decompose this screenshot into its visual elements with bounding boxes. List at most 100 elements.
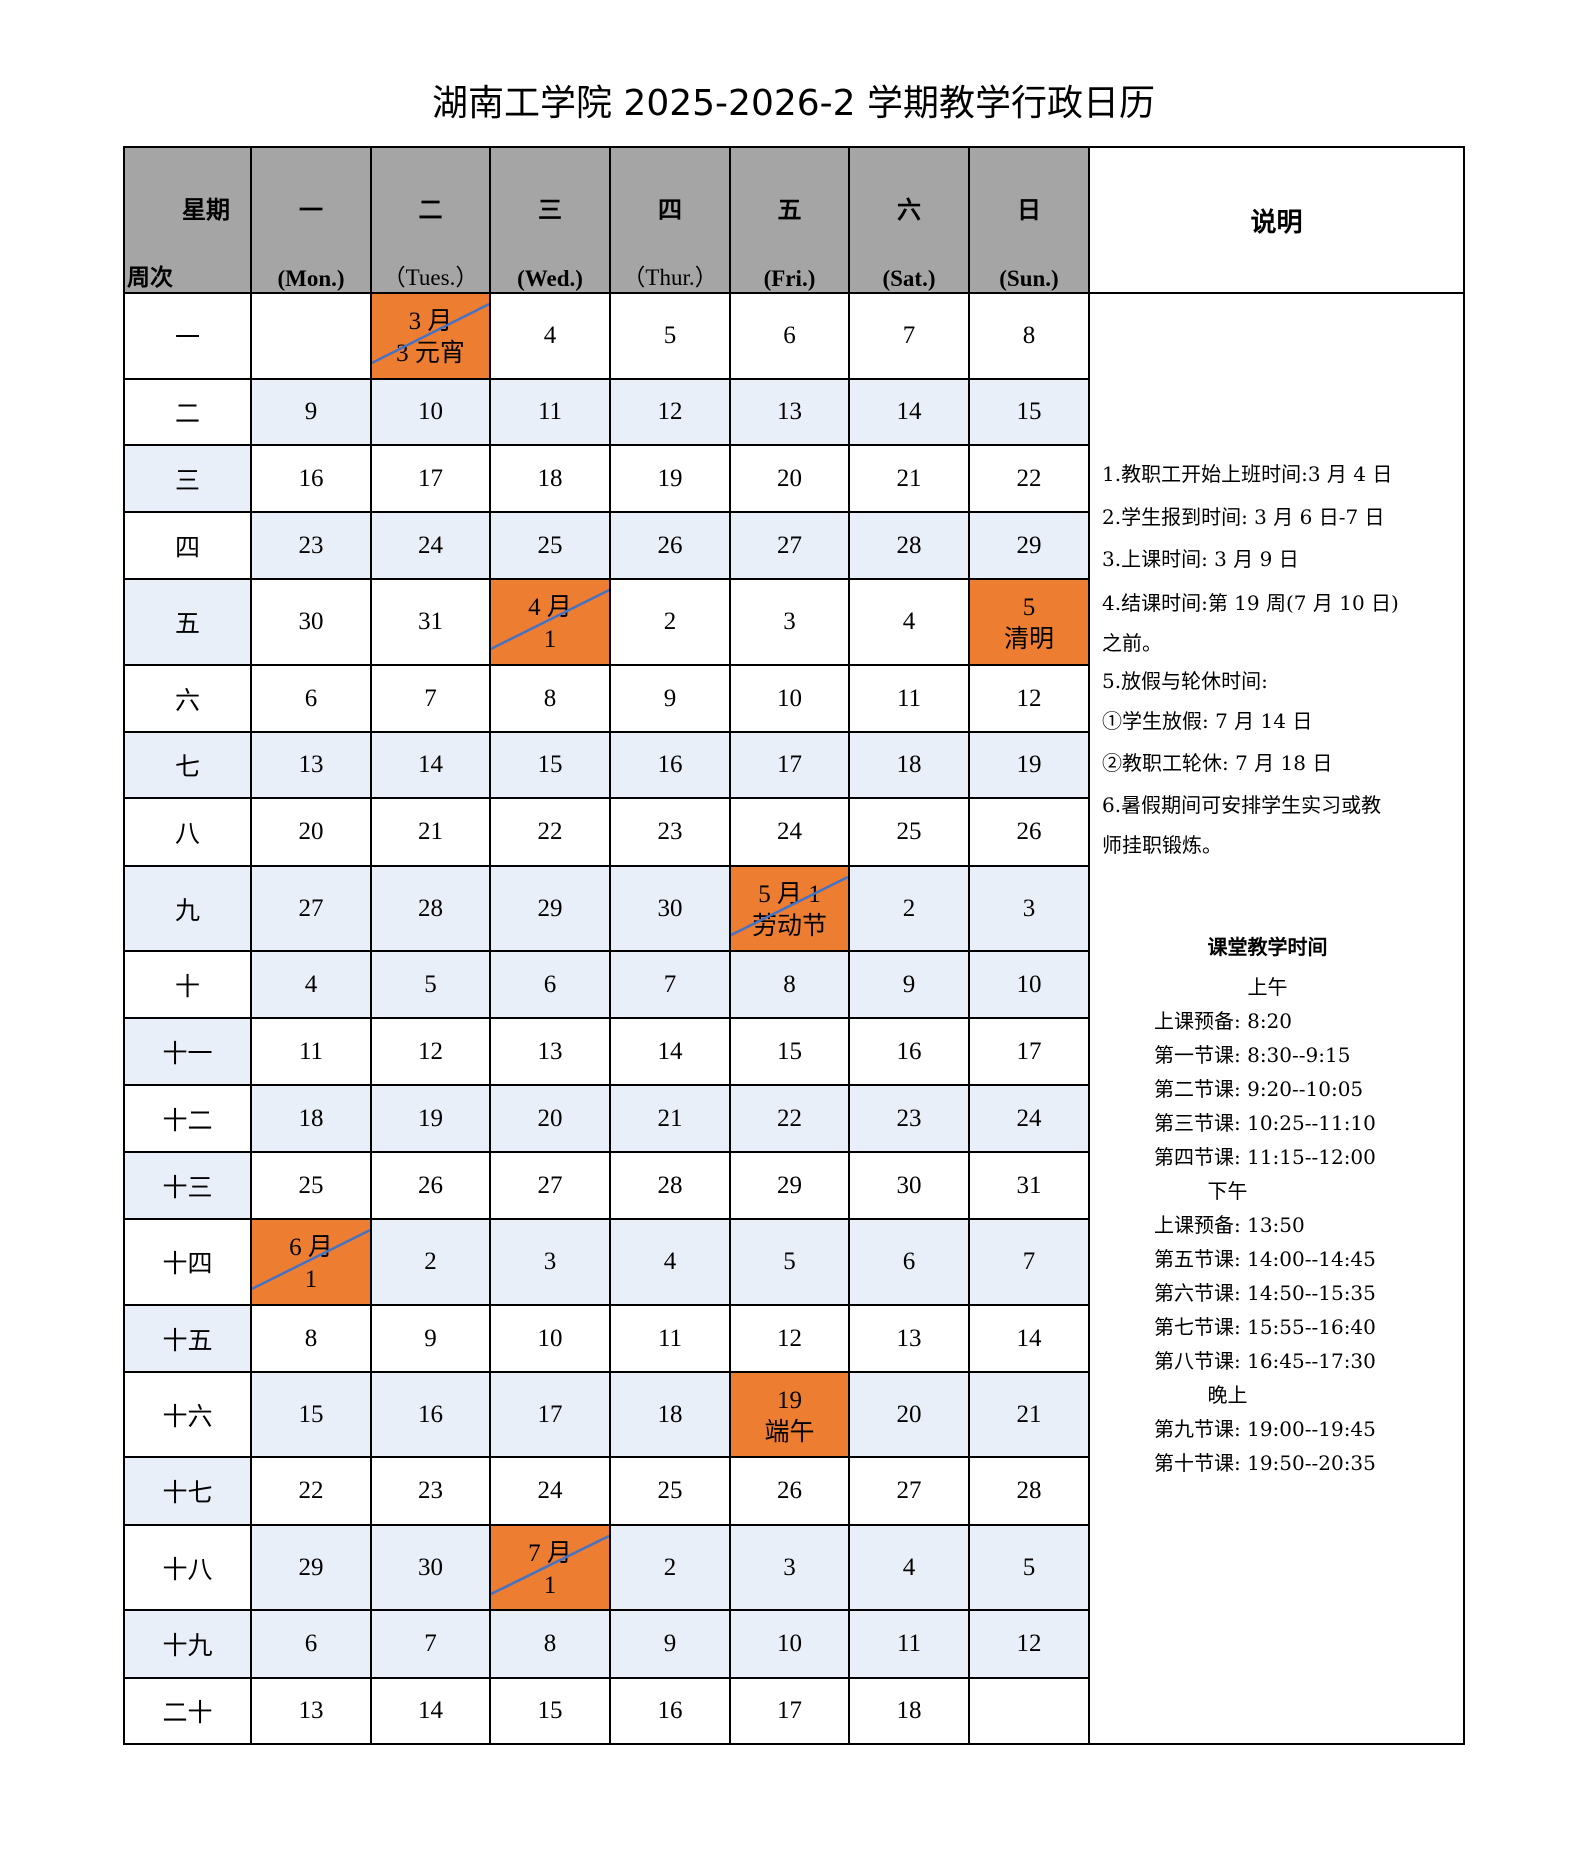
cell-bottom-text: 1 <box>543 626 557 653</box>
week-row: 三 16 17 18 19 20 21 22 <box>123 444 1464 513</box>
date-cell: 29 <box>250 1524 372 1611</box>
week-row: 十七 22 23 24 25 26 27 28 <box>123 1456 1464 1526</box>
date-cell: 14 <box>370 731 491 799</box>
week-label: 五 <box>123 578 252 666</box>
schedule-item: 第八节课: 16:45--17:30 <box>1154 1349 1376 1373</box>
weekday-label: 星期 <box>182 198 230 224</box>
day-cn: 一 <box>299 198 323 224</box>
date-cell: 18 <box>609 1371 731 1458</box>
date-cell: 28 <box>609 1151 731 1220</box>
date-cell: 10 <box>729 1609 850 1679</box>
week-row: 十 4 5 6 7 8 9 10 <box>123 950 1464 1019</box>
date-cell: 9 <box>609 1609 731 1679</box>
schedule-item: 第六节课: 14:50--15:35 <box>1154 1281 1376 1305</box>
date-cell: 20 <box>729 444 850 513</box>
date-cell: 10 <box>729 664 850 733</box>
date-cell: 5 <box>729 1218 850 1306</box>
date-cell: 26 <box>370 1151 491 1220</box>
date-cell: 26 <box>729 1456 850 1526</box>
schedule-item: 上课预备: 8:20 <box>1154 1009 1293 1033</box>
date-cell: 8 <box>489 1609 611 1679</box>
date-cell: 17 <box>489 1371 611 1458</box>
note-line: 1.教职工开始上班时间:3 月 4 日 <box>1102 462 1393 486</box>
date-cell: 3 <box>729 1524 850 1611</box>
schedule-item: 第十节课: 19:50--20:35 <box>1154 1451 1376 1475</box>
date-cell: 31 <box>370 578 491 666</box>
date-cell: 29 <box>968 511 1090 580</box>
date-cell: 2 <box>609 1524 731 1611</box>
cell-bottom-text: 1 <box>304 1266 318 1293</box>
date-cell: 8 <box>250 1304 372 1373</box>
date-cell: 15 <box>250 1371 372 1458</box>
week-label: 六 <box>123 664 252 733</box>
schedule-item: 第九节课: 19:00--19:45 <box>1154 1417 1376 1441</box>
date-cell: 27 <box>250 865 372 952</box>
date-cell: 14 <box>370 1677 491 1745</box>
date-cell: 28 <box>848 511 970 580</box>
date-cell: 10 <box>968 950 1090 1019</box>
description-header: 说明 <box>1088 146 1465 294</box>
cell-bottom-text: 劳动节 <box>751 912 827 940</box>
diagonal-line <box>491 1526 609 1609</box>
date-cell: 13 <box>729 378 850 446</box>
date-cell: 17 <box>729 1677 850 1745</box>
date-cell: 22 <box>729 1084 850 1153</box>
week-row: 七 13 14 15 16 17 18 19 <box>123 731 1464 799</box>
date-cell: 12 <box>729 1304 850 1373</box>
date-cell: 30 <box>250 578 372 666</box>
date-cell: 4 <box>848 1524 970 1611</box>
date-cell: 12 <box>370 1017 491 1086</box>
date-cell: 25 <box>848 797 970 867</box>
date-cell: 28 <box>370 865 491 952</box>
date-cell: 16 <box>609 731 731 799</box>
holiday-cell: 19 端午 <box>729 1371 850 1458</box>
date-cell: 16 <box>250 444 372 513</box>
week-label: 十 <box>123 950 252 1019</box>
week-label: 十三 <box>123 1151 252 1220</box>
date-cell: 2 <box>848 865 970 952</box>
date-cell: 14 <box>609 1017 731 1086</box>
date-cell: 19 <box>609 444 731 513</box>
date-cell: 30 <box>370 1524 491 1611</box>
date-cell: 30 <box>848 1151 970 1220</box>
week-row: 十二 18 19 20 21 22 23 24 <box>123 1084 1464 1153</box>
week-label: 十二 <box>123 1084 252 1153</box>
day-en: (Sun.) <box>999 266 1059 291</box>
date-cell: 8 <box>489 664 611 733</box>
schedule-item: 第四节课: 11:15--12:00 <box>1154 1145 1376 1169</box>
date-cell: 4 <box>250 950 372 1019</box>
week-label: 一 <box>123 292 252 380</box>
cell-top-text: 19 <box>777 1386 802 1414</box>
cell-top-text: 5 <box>1022 594 1036 621</box>
day-cn: 四 <box>658 198 682 224</box>
date-cell: 13 <box>848 1304 970 1373</box>
date-cell: 6 <box>250 664 372 733</box>
schedule-title: 课堂教学时间 <box>1207 935 1328 959</box>
date-cell: 10 <box>489 1304 611 1373</box>
week-label: 十五 <box>123 1304 252 1373</box>
week-row: 十九 6 7 8 9 10 11 12 <box>123 1609 1464 1679</box>
date-cell: 7 <box>609 950 731 1019</box>
date-cell: 18 <box>250 1084 372 1153</box>
date-cell: 24 <box>729 797 850 867</box>
week-label: 十四 <box>123 1218 252 1306</box>
week-label: 九 <box>123 865 252 952</box>
date-cell: 22 <box>968 444 1090 513</box>
week-row: 十六 15 16 17 18 19 端午 20 21 <box>123 1371 1464 1458</box>
day-header-wed: 三 (Wed.) <box>489 146 611 294</box>
note-line: 5.放假与轮休时间: <box>1102 669 1268 693</box>
week-row: 十三 25 26 27 28 29 30 31 <box>123 1151 1464 1220</box>
date-cell: 22 <box>489 797 611 867</box>
schedule-item: 第五节课: 14:00--14:45 <box>1154 1247 1376 1271</box>
date-cell: 9 <box>609 664 731 733</box>
day-en: (Fri.) <box>763 266 816 291</box>
date-cell: 3 <box>489 1218 611 1306</box>
date-cell: 2 <box>609 578 731 666</box>
week-row: 十五 8 9 10 11 12 13 14 <box>123 1304 1464 1373</box>
date-cell: 19 <box>968 731 1090 799</box>
week-label: 四 <box>123 511 252 580</box>
